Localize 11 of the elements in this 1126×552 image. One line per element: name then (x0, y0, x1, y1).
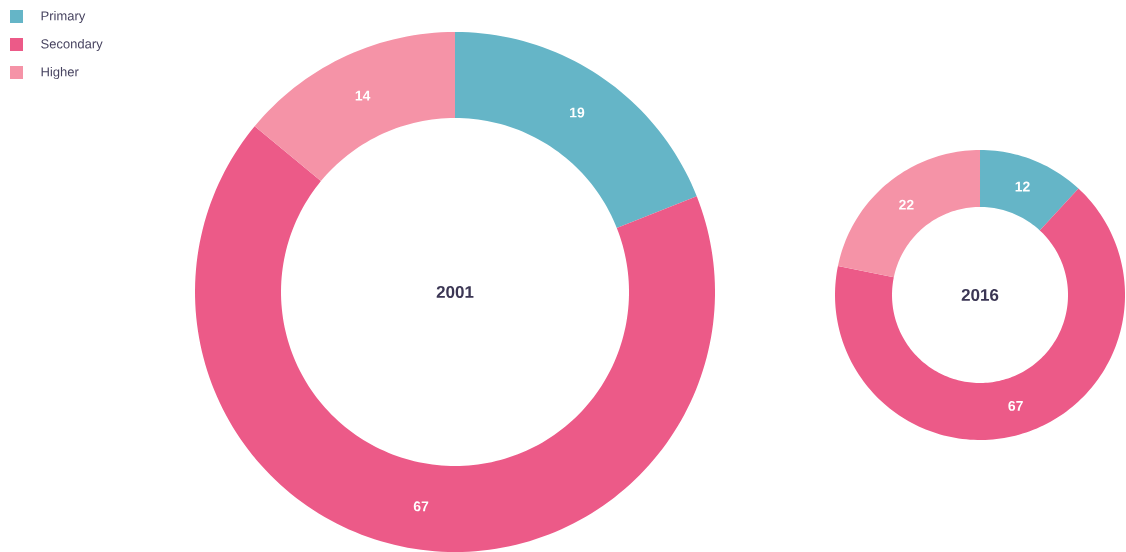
data-label: 19 (570, 107, 585, 118)
data-label: 14 (355, 90, 371, 101)
legend-label: Primary (41, 10, 86, 24)
data-label: 67 (1008, 400, 1023, 411)
legend-label: Secondary (41, 38, 103, 52)
slice-label: 2016 (961, 288, 999, 302)
data-label: 12 (1015, 181, 1030, 192)
legend-label: Higher (41, 66, 79, 80)
data-label: 22 (899, 199, 914, 210)
slice-label: 2001 (436, 285, 474, 299)
data-label: 67 (413, 501, 429, 512)
